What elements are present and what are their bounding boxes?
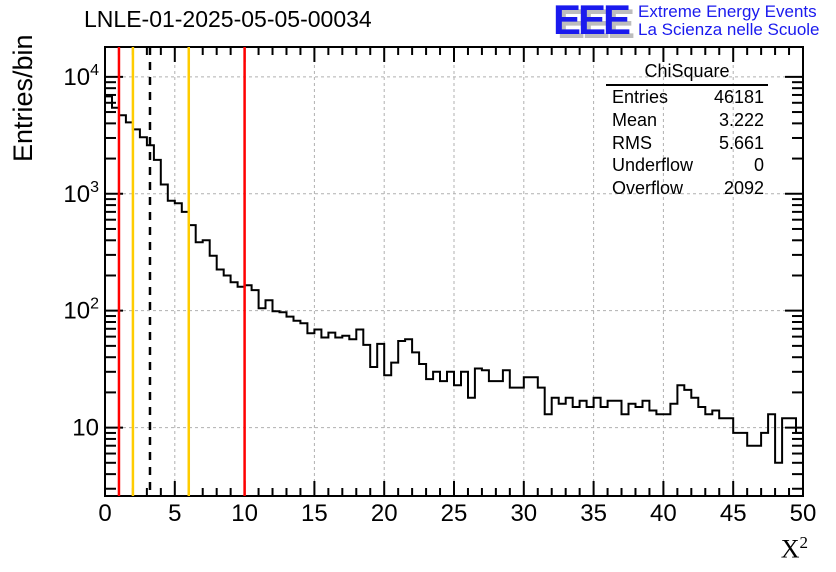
x-tick-label: 30 <box>510 500 537 527</box>
stats-value: 2092 <box>723 178 764 199</box>
stats-label: Entries <box>612 87 669 107</box>
stats-value: 5.661 <box>718 132 764 153</box>
y-tick-label: 104 <box>63 62 99 91</box>
x-tick-label: 40 <box>650 500 677 527</box>
stats-label: Underflow <box>612 155 694 176</box>
eee-logo-line1: Extreme Energy Events <box>638 2 817 21</box>
x-tick-label: 45 <box>720 500 747 527</box>
eee-logo-acronym: EEE <box>553 0 631 43</box>
y-tick-label: 10 <box>72 415 99 442</box>
x-tick-label: 10 <box>231 500 258 527</box>
x-tick-label: 5 <box>168 500 181 527</box>
stats-box-title: ChiSquare <box>606 61 768 86</box>
stats-row-rms: RMS 5.661 <box>606 132 768 155</box>
stats-label: Overflow <box>612 178 684 199</box>
y-tick-label: 103 <box>63 179 99 208</box>
stats-value: 3.222 <box>718 109 764 130</box>
x-axis-title-base: X <box>780 534 800 564</box>
x-tick-label: 20 <box>371 500 398 527</box>
stats-box: ChiSquare Entries 46181 Mean 3.222 RMS 5… <box>606 61 768 200</box>
stats-label: Mean <box>612 109 658 130</box>
histogram-step-line <box>104 95 804 496</box>
x-tick-label: 50 <box>790 500 817 527</box>
stats-value: 46181 <box>713 87 764 107</box>
stats-label: RMS <box>612 132 652 153</box>
x-tick-label: 25 <box>441 500 468 527</box>
x-tick-label: 15 <box>301 500 328 527</box>
y-tick-label: 102 <box>63 296 99 325</box>
stats-value: 0 <box>753 155 764 176</box>
eee-logo-text: Extreme Energy Events La Scienza nelle S… <box>638 3 819 39</box>
x-axis-title: X2 <box>781 533 808 565</box>
eee-logo: EEE Extreme Energy Events La Scienza nel… <box>553 0 820 43</box>
x-tick-label: 0 <box>98 500 111 527</box>
stats-row-overflow: Overflow 2092 <box>606 177 768 200</box>
chart-title: LNLE-01-2025-05-05-00034 <box>84 6 372 32</box>
stats-row-entries: Entries 46181 <box>606 86 768 109</box>
y-axis-title: Entries/bin <box>8 34 38 162</box>
stats-row-underflow: Underflow 0 <box>606 154 768 177</box>
stats-row-mean: Mean 3.222 <box>606 109 768 132</box>
x-axis-title-exponent: 2 <box>799 533 809 552</box>
x-tick-label: 35 <box>580 500 607 527</box>
eee-logo-line2: La Scienza nelle Scuole <box>638 20 820 39</box>
